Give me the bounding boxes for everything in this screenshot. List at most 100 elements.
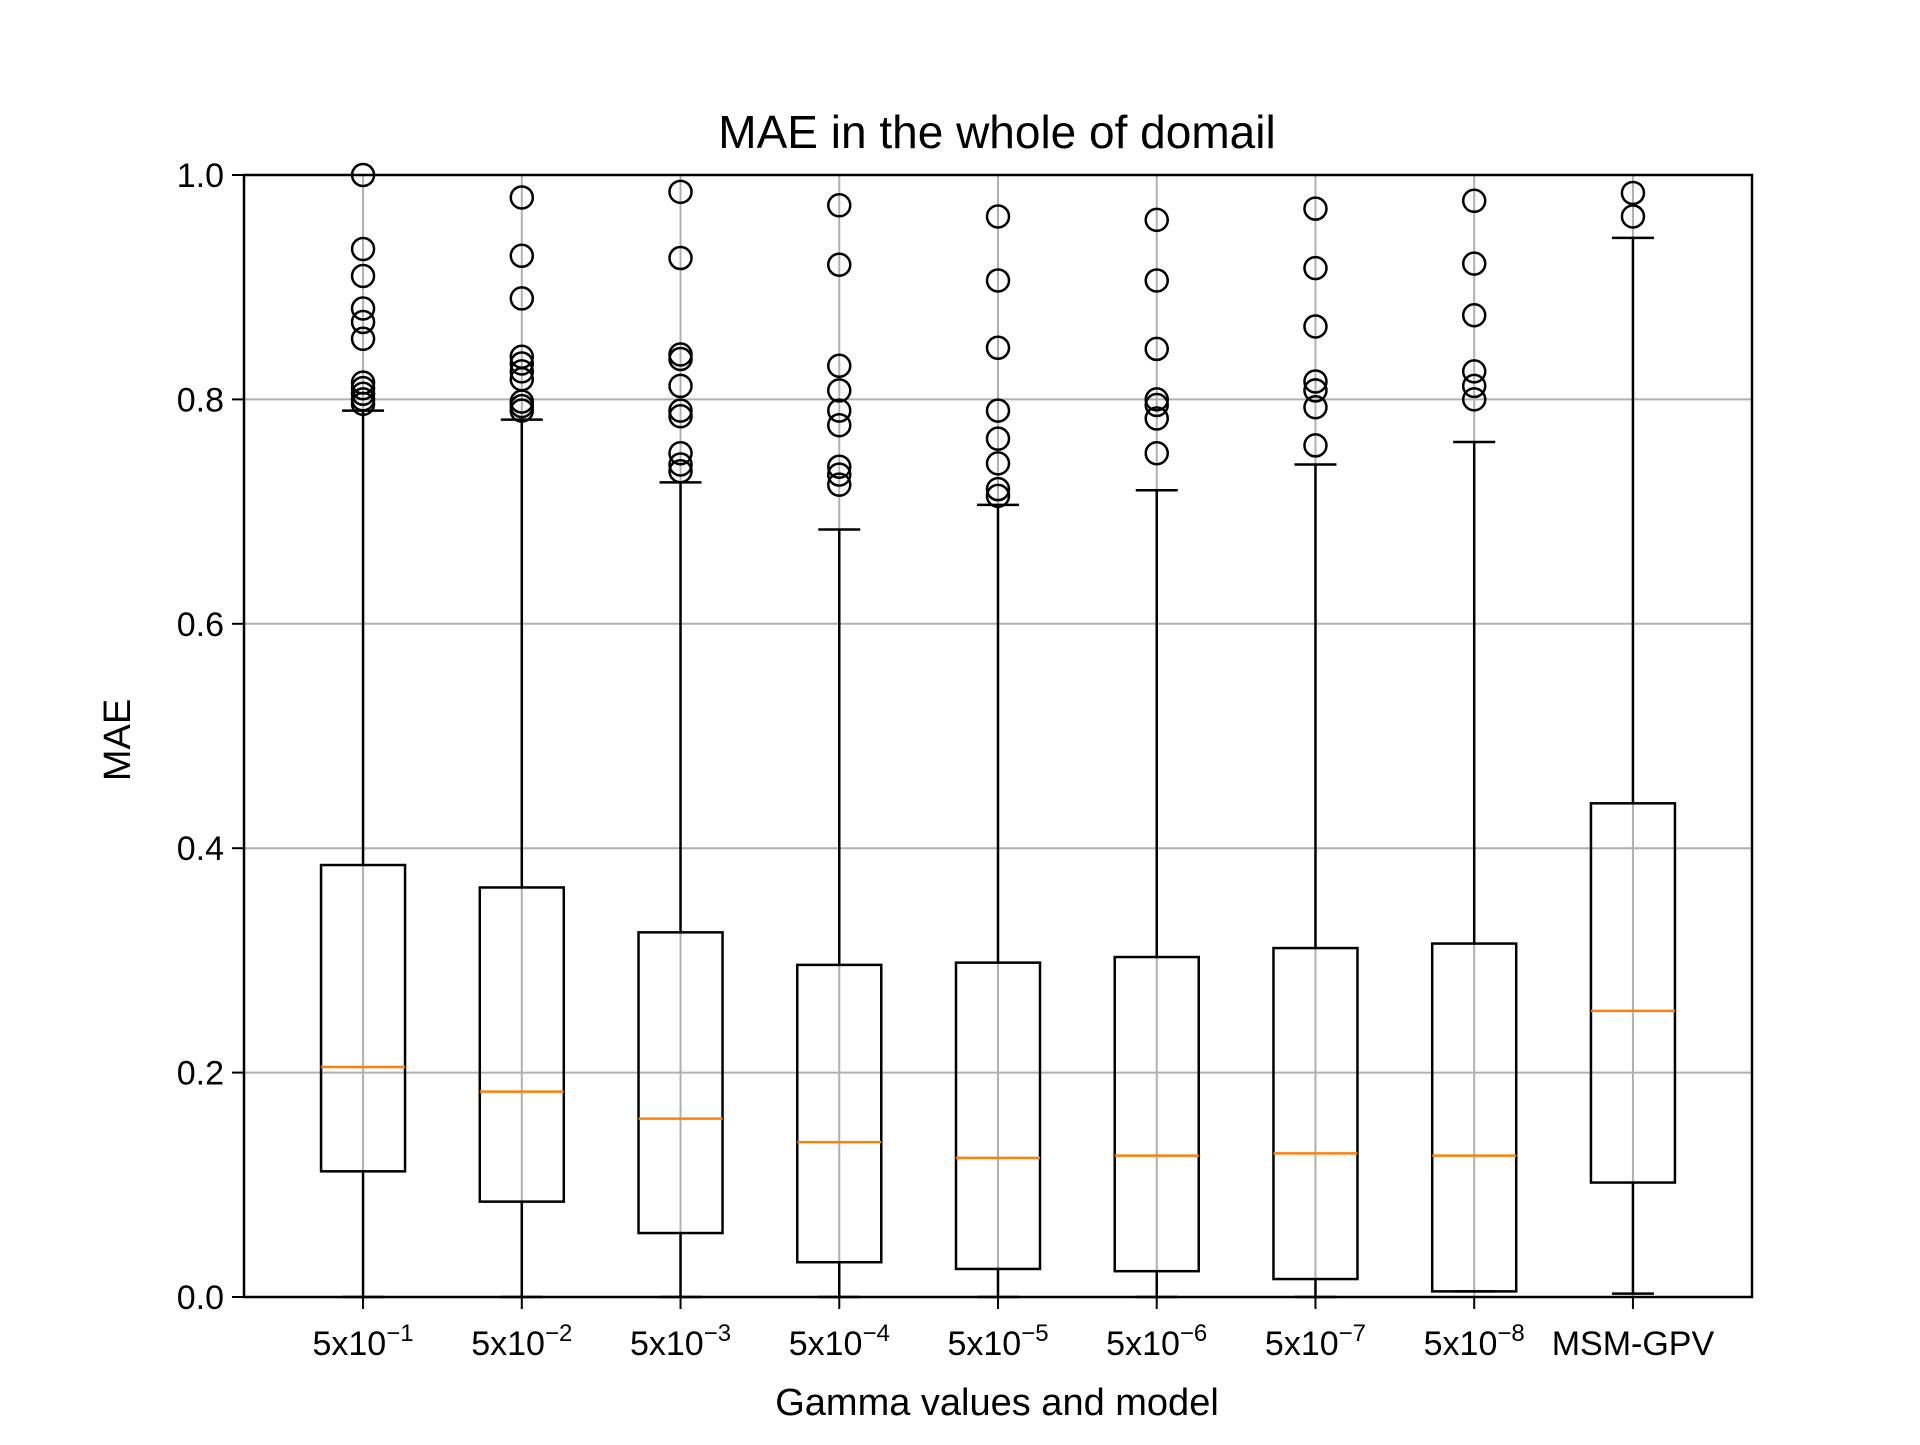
iqr-box — [954, 961, 1042, 1271]
outlier-point — [350, 296, 376, 321]
iqr-box — [637, 931, 724, 1235]
y-tick-label: 0.0 — [177, 1279, 224, 1317]
x-tick-label: 5x10−6 — [1106, 1320, 1207, 1363]
y-tick-label: 0.8 — [177, 381, 224, 419]
outlier-point — [1461, 303, 1487, 328]
x-tick-label-base: 5x10 — [1265, 1325, 1339, 1363]
outlier-point — [350, 381, 376, 407]
x-tick-label-base: 5x10 — [947, 1325, 1021, 1363]
x-tick-label-exponent: −7 — [1339, 1320, 1366, 1347]
outlier-point — [1144, 406, 1169, 431]
x-tick-label: 5x10−5 — [947, 1320, 1048, 1363]
x-tick-label-base: 5x10 — [1106, 1325, 1180, 1363]
outlier-point — [985, 426, 1011, 451]
box-group — [478, 185, 566, 1299]
outlier-point — [985, 268, 1011, 293]
iqr-box — [1272, 946, 1359, 1281]
y-axis-label: MAE — [97, 699, 139, 781]
outlier-point — [985, 451, 1011, 476]
x-tick-label-base: 5x10 — [630, 1325, 704, 1363]
outlier-point — [509, 351, 535, 376]
box-group — [796, 193, 883, 1299]
x-tick-label: 5x10−2 — [471, 1320, 572, 1363]
outlier-point — [827, 353, 852, 378]
x-tick-label-base: MSM-GPV — [1552, 1325, 1715, 1363]
outlier-point — [827, 454, 852, 479]
box-layer — [319, 162, 1677, 1299]
outlier-point — [827, 462, 852, 487]
outlier-point — [668, 245, 693, 271]
chart-title: MAE in the whole of domail — [718, 106, 1275, 158]
outlier-point — [1144, 207, 1169, 233]
x-tick-label-exponent: −3 — [704, 1320, 731, 1347]
outlier-point — [668, 398, 693, 423]
x-tick-label: MSM-GPV — [1552, 1325, 1715, 1363]
iqr-box — [1589, 802, 1677, 1184]
outlier-point — [668, 452, 693, 477]
box-group — [1113, 207, 1200, 1299]
outlier-point — [1303, 314, 1328, 339]
outlier-point — [985, 204, 1011, 229]
y-tick-label: 0.2 — [177, 1055, 224, 1093]
outlier-point — [668, 458, 693, 484]
x-tick-label-base: 5x10 — [789, 1325, 863, 1363]
outlier-point — [827, 193, 852, 218]
x-tick-label: 5x10−7 — [1265, 1320, 1366, 1363]
outlier-point — [1303, 378, 1328, 403]
outlier-point — [509, 185, 535, 210]
x-tick-label: 5x10−1 — [312, 1320, 413, 1363]
outlier-point — [1303, 395, 1328, 420]
outlier-point — [350, 236, 376, 262]
x-tick-label-base: 5x10 — [471, 1325, 545, 1363]
outlier-point — [350, 375, 376, 401]
x-tick-label: 5x10−8 — [1424, 1320, 1525, 1363]
outlier-point — [350, 326, 376, 352]
outlier-point — [1461, 251, 1487, 276]
iqr-box — [796, 963, 883, 1264]
outlier-point — [1461, 188, 1487, 214]
outlier-point — [509, 286, 535, 311]
outlier-point — [1620, 204, 1646, 229]
outlier-point — [350, 391, 376, 417]
outlier-point — [827, 472, 852, 497]
x-tick-label-base: 5x10 — [1424, 1325, 1498, 1363]
outlier-point — [668, 373, 693, 399]
x-tick-label-exponent: −4 — [862, 1320, 889, 1347]
outlier-point — [1303, 369, 1328, 394]
outlier-point — [509, 243, 535, 269]
outlier-point — [1144, 441, 1169, 466]
outlier-point — [1461, 387, 1487, 412]
x-tick-label-exponent: −5 — [1021, 1320, 1048, 1347]
outlier-point — [1303, 196, 1328, 221]
outlier-point — [1303, 255, 1328, 281]
outlier-point — [668, 179, 693, 205]
outlier-point — [350, 263, 376, 289]
x-tick-label-exponent: −2 — [545, 1320, 572, 1347]
box-group — [637, 179, 724, 1299]
x-tick-label-exponent: −6 — [1180, 1320, 1207, 1347]
outlier-point — [1461, 359, 1487, 384]
iqr-box — [319, 863, 407, 1173]
box-group — [1430, 188, 1518, 1293]
y-tick-label: 1.0 — [177, 157, 224, 195]
x-tick-label: 5x10−3 — [630, 1320, 731, 1363]
outlier-point — [1144, 268, 1169, 293]
outlier-point — [668, 346, 693, 372]
y-tick-label: 0.4 — [177, 830, 224, 868]
x-axis-label: Gamma values and model — [775, 1382, 1219, 1424]
outlier-point — [985, 483, 1011, 509]
outlier-point — [827, 398, 852, 423]
outlier-point — [509, 359, 535, 384]
x-tick-label: 5x10−4 — [789, 1320, 890, 1363]
x-tick-label-exponent: −8 — [1497, 1320, 1524, 1347]
iqr-box — [478, 886, 566, 1203]
outlier-point — [1144, 392, 1169, 418]
outlier-point — [1303, 433, 1328, 458]
iqr-box — [1430, 942, 1518, 1293]
outlier-point — [985, 476, 1011, 502]
outlier-point — [985, 335, 1011, 361]
y-tick-label: 0.6 — [177, 606, 224, 644]
